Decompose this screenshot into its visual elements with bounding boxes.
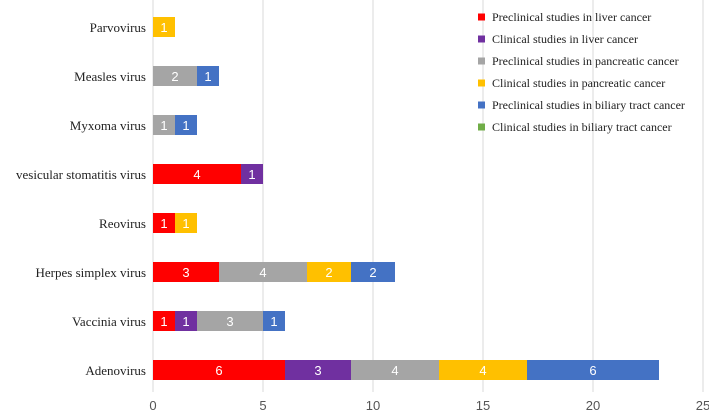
data-label: 6 [215,363,222,378]
bar-segment-herpes-simplex-virus-preclinical-studies-in-biliary-tract-cancer [351,262,395,282]
x-tick-label: 0 [149,398,156,413]
x-tick-label: 20 [586,398,600,413]
category-label: Adenovirus [85,363,146,378]
x-tick-label: 15 [476,398,490,413]
legend-label: Clinical studies in liver cancer [492,32,638,46]
bar-segment-vaccinia-virus-preclinical-studies-in-pancreatic-cancer [197,311,263,331]
data-label: 1 [204,69,211,84]
data-label: 2 [369,265,376,280]
data-label: 2 [325,265,332,280]
category-label: Herpes simplex virus [36,265,146,280]
bar-segment-vaccinia-virus-preclinical-studies-in-liver-cancer [153,311,175,331]
bar-segment-adenovirus-clinical-studies-in-pancreatic-cancer [439,360,527,380]
category-label: Myxoma virus [70,118,146,133]
data-label: 3 [226,314,233,329]
bar-segment-reovirus-preclinical-studies-in-liver-cancer [153,213,175,233]
data-label: 4 [259,265,266,280]
category-label: Measles virus [74,69,146,84]
bar-segment-adenovirus-preclinical-studies-in-biliary-tract-cancer [527,360,659,380]
legend-label: Preclinical studies in pancreatic cancer [492,54,679,68]
bar-segment-vaccinia-virus-preclinical-studies-in-biliary-tract-cancer [263,311,285,331]
bar-segment-adenovirus-preclinical-studies-in-liver-cancer [153,360,285,380]
data-label: 4 [193,167,200,182]
bars: 12 11 14 11 13 4 2 21 1 3 16 3 4 4 6 [153,17,659,380]
bar-segment-measles-virus-preclinical-studies-in-pancreatic-cancer [153,66,197,86]
x-tick-label: 25 [696,398,709,413]
data-label: 1 [160,314,167,329]
data-label: 1 [248,167,255,182]
legend-swatch [478,101,485,109]
bar-segment-parvovirus-clinical-studies-in-pancreatic-cancer [153,17,175,37]
data-label: 1 [270,314,277,329]
data-label: 1 [182,216,189,231]
bar-segment-myxoma-virus-preclinical-studies-in-pancreatic-cancer [153,115,175,135]
x-tick-label: 5 [259,398,266,413]
legend-label: Clinical studies in biliary tract cancer [492,120,672,134]
category-label: Parvovirus [90,20,146,35]
data-label: 4 [479,363,486,378]
data-label: 1 [182,314,189,329]
legend-label: Preclinical studies in biliary tract can… [492,98,685,112]
bar-segment-measles-virus-preclinical-studies-in-biliary-tract-cancer [197,66,219,86]
category-label: vesicular stomatitis virus [16,167,146,182]
legend: Preclinical studies in liver cancer Clini… [478,10,685,134]
legend-swatch [478,79,485,87]
bar-segment-adenovirus-clinical-studies-in-liver-cancer [285,360,351,380]
bar-segment-myxoma-virus-preclinical-studies-in-biliary-tract-cancer [175,115,197,135]
bar-segment-herpes-simplex-virus-clinical-studies-in-pancreatic-cancer [307,262,351,282]
x-tick-label: 10 [366,398,380,413]
category-labels: Parvovirus Measles virus Myxoma virus vesic… [16,20,146,378]
legend-label: Clinical studies in pancreatic cancer [492,76,665,90]
bar-segment-herpes-simplex-virus-preclinical-studies-in-liver-cancer [153,262,219,282]
legend-swatch [478,57,485,65]
legend-swatch [478,13,485,21]
data-label: 3 [182,265,189,280]
bar-segment-vaccinia-virus-clinical-studies-in-liver-cancer [175,311,197,331]
legend-label: Preclinical studies in liver cancer [492,10,651,24]
data-label: 1 [160,216,167,231]
data-label: 4 [391,363,398,378]
legend-swatch [478,35,485,43]
bar-segment-vesicular-stomatitis-virus-clinical-studies-in-liver-cancer [241,164,263,184]
x-axis-ticks: 0 5 10 15 20 25 [149,398,709,413]
data-label: 1 [160,118,167,133]
category-label: Vaccinia virus [72,314,146,329]
category-label: Reovirus [99,216,146,231]
data-label: 3 [314,363,321,378]
data-label: 2 [171,69,178,84]
data-label: 6 [589,363,596,378]
data-label: 1 [182,118,189,133]
bar-segment-reovirus-clinical-studies-in-pancreatic-cancer [175,213,197,233]
bar-segment-adenovirus-preclinical-studies-in-pancreatic-cancer [351,360,439,380]
legend-swatch [478,123,485,131]
data-label: 1 [160,20,167,35]
bar-segment-vesicular-stomatitis-virus-preclinical-studies-in-liver-cancer [153,164,241,184]
bar-segment-herpes-simplex-virus-preclinical-studies-in-pancreatic-cancer [219,262,307,282]
